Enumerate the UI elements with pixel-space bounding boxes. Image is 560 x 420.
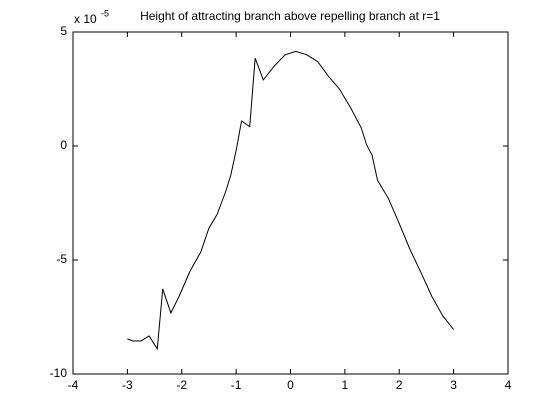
y-tick-label: -10 (50, 366, 68, 380)
x-tick-label: 0 (287, 378, 294, 392)
y-tick-label: 0 (60, 138, 67, 152)
y-tick-label: -5 (56, 252, 67, 266)
x-tick-label: -1 (231, 378, 242, 392)
x-tick-label: 2 (396, 378, 403, 392)
y-multiplier: x 10 (74, 12, 97, 26)
x-tick-label: -4 (68, 378, 79, 392)
x-tick-label: -2 (176, 378, 187, 392)
chart-title: Height of attracting branch above repell… (140, 9, 440, 23)
x-tick-label: 3 (450, 378, 457, 392)
y-tick-label: 5 (60, 24, 67, 38)
axes-box (72, 31, 509, 375)
x-tick-label: 4 (505, 378, 512, 392)
y-multiplier-exponent: -5 (101, 8, 109, 18)
x-tick-label: -3 (122, 378, 133, 392)
data-line (127, 50, 455, 351)
x-tick-label: 1 (342, 378, 349, 392)
